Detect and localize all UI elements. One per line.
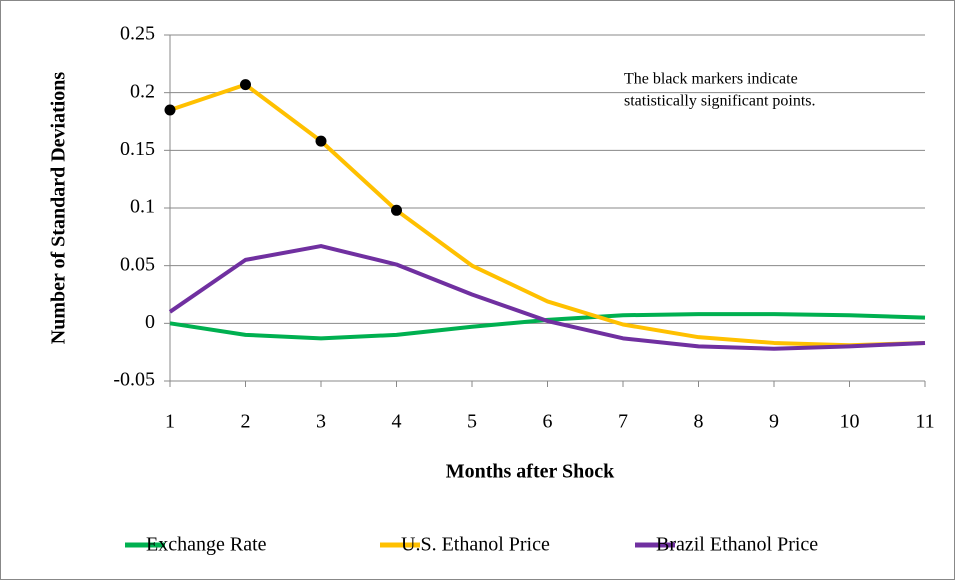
significant-marker [315,135,327,147]
y-tick-label: 0.1 [130,196,155,218]
annotation: statistically significant points. [624,93,816,110]
legend-label: U.S. Ethanol Price [401,534,550,556]
x-tick-label: 6 [543,411,553,433]
significant-marker [240,79,251,91]
y-tick-label: 0.25 [120,23,155,45]
significant-marker [164,104,176,116]
x-tick-label: 8 [694,411,704,433]
x-tick-label: 5 [467,411,477,433]
y-tick-label: 0.2 [130,80,155,102]
legend-label: Brazil Ethanol Price [656,534,818,556]
x-tick-label: 3 [316,411,326,433]
series-line [168,244,926,351]
legend-label: Exchange Rate [146,534,267,556]
y-tick-label: 0 [145,311,155,333]
x-tick-label: 7 [618,411,628,433]
x-tick-label: 9 [769,411,779,433]
x-tick-label: 2 [241,411,251,433]
x-tick-label: 11 [915,411,934,433]
x-tick-label: 10 [840,411,860,433]
y-tick-label: -0.05 [113,369,155,391]
significant-marker [391,204,402,216]
y-tick-label: 0.05 [120,253,155,275]
annotation: The black markers indicate [624,71,798,88]
y-tick-label: 0.15 [120,138,155,160]
series-line [169,82,926,348]
x-tick-label: 1 [165,411,175,433]
x-tick-label: 4 [392,411,402,433]
y-axis-title: Number of Standard Deviations [48,72,70,345]
x-axis-title: Months after Shock [446,461,615,483]
